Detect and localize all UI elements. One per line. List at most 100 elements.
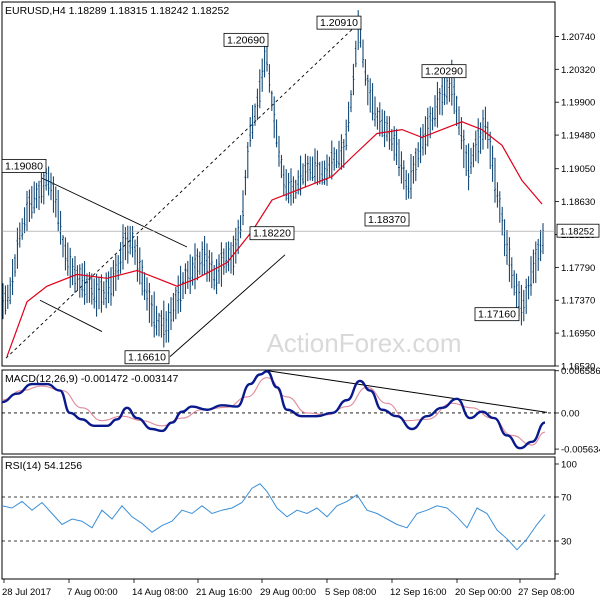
price-bar: [177, 275, 180, 314]
price-bar: [191, 256, 194, 286]
price-bar: [155, 305, 158, 336]
price-bar: [268, 64, 271, 93]
price-bar: [263, 44, 266, 78]
price-bar: [311, 156, 314, 181]
price-bar: [138, 247, 141, 285]
moving-average-line: [6, 121, 543, 357]
price-label: 1.20290: [421, 64, 467, 79]
price-bar: [136, 236, 139, 282]
price-bar: [335, 149, 338, 169]
rsi-panel-frame: [1, 456, 556, 580]
price-tick-label: 1.20320: [561, 65, 595, 76]
price-bar: [462, 129, 465, 169]
price-bar: [477, 118, 480, 164]
price-bar: [261, 58, 264, 92]
time-tick-label: 27 Sep 08:00: [518, 587, 575, 598]
trendline: [41, 177, 188, 248]
price-bar: [306, 155, 309, 182]
price-tick-label: 1.19900: [561, 98, 595, 109]
macd-panel-frame: [1, 369, 556, 455]
price-bar: [398, 138, 400, 177]
price-bar: [66, 242, 69, 276]
price-bar: [294, 179, 297, 199]
price-bar: [309, 156, 312, 181]
price-labels: 1.19080 1.20690 1.20910 1.20290 1.18370 1.182…: [1, 15, 520, 365]
price-bar: [179, 265, 182, 313]
price-bar: [258, 69, 261, 109]
price-bar: [419, 127, 422, 164]
price-bar: [256, 88, 259, 121]
price-bar: [285, 169, 288, 201]
price-bar: [498, 191, 501, 223]
price-bar: [146, 277, 148, 311]
price-bar: [167, 303, 170, 343]
price-bar: [119, 242, 122, 274]
price-bar: [95, 273, 98, 317]
price-bar: [402, 160, 405, 190]
price-panel-frame: [1, 1, 556, 367]
price-tick-label: 1.20740: [561, 32, 595, 43]
price-bar: [126, 225, 129, 264]
price-bar: [292, 176, 295, 204]
rsi-tick-label: 100: [561, 460, 577, 471]
price-bar: [227, 241, 230, 272]
price-bar: [467, 143, 470, 191]
price-bar: [503, 219, 506, 257]
price-bar: [530, 256, 532, 296]
price-label-text: 1.20690: [227, 34, 265, 46]
macd-tick-label: 0.00: [561, 408, 580, 419]
price-tick-label: 1.17370: [561, 296, 595, 307]
price-bar: [35, 182, 38, 209]
price-bar: [172, 292, 175, 322]
price-bar: [218, 254, 220, 284]
price-bar: [30, 186, 33, 219]
trendline: [169, 254, 286, 357]
macd-title: MACD(12,26,9) -0.001472 -0.003147: [5, 373, 179, 385]
macd-trendline: [266, 370, 548, 413]
price-bar: [71, 258, 74, 286]
price-bar: [400, 151, 403, 184]
price-bars: [2, 10, 544, 348]
price-bar: [16, 227, 19, 269]
price-bar: [472, 142, 475, 168]
price-bar: [40, 173, 43, 204]
price-bar: [81, 263, 84, 298]
price-bar: [78, 264, 81, 298]
price-bar: [330, 140, 333, 180]
price-bar: [239, 215, 242, 239]
time-tick-label: 29 Aug 00:00: [260, 587, 316, 598]
price-bar: [393, 126, 396, 161]
price-bar: [182, 272, 184, 300]
price-bar: [28, 189, 31, 222]
price-bar: [316, 150, 319, 186]
price-bar: [282, 165, 285, 197]
price-bar: [506, 229, 508, 265]
price-bar: [93, 278, 96, 309]
current-price-value: 1.18252: [560, 227, 594, 238]
price-bar: [170, 297, 172, 330]
price-bar: [350, 90, 352, 113]
price-bar: [366, 74, 369, 106]
price-bar: [234, 227, 237, 264]
current-price-tag: 1.18252: [556, 223, 600, 238]
price-bar: [21, 218, 24, 240]
price-bar: [501, 206, 504, 236]
price-bar: [508, 237, 511, 282]
price-bar: [225, 242, 228, 273]
price-bar: [203, 236, 206, 275]
price-bar: [280, 154, 283, 179]
price-bar: [174, 287, 177, 320]
price-bar: [162, 300, 165, 348]
price-bar: [242, 190, 244, 226]
price-bar: [494, 157, 496, 203]
price-bar: [52, 176, 55, 213]
price-bar: [54, 186, 57, 218]
price-label-text: 1.20290: [425, 66, 463, 78]
price-bar: [107, 271, 110, 304]
time-tick-label: 28 Jul 2017: [2, 587, 51, 598]
price-bar: [326, 154, 328, 186]
price-bar: [278, 135, 280, 167]
price-bar: [222, 248, 225, 275]
price-bar: [14, 254, 16, 277]
price-bar: [129, 226, 132, 255]
